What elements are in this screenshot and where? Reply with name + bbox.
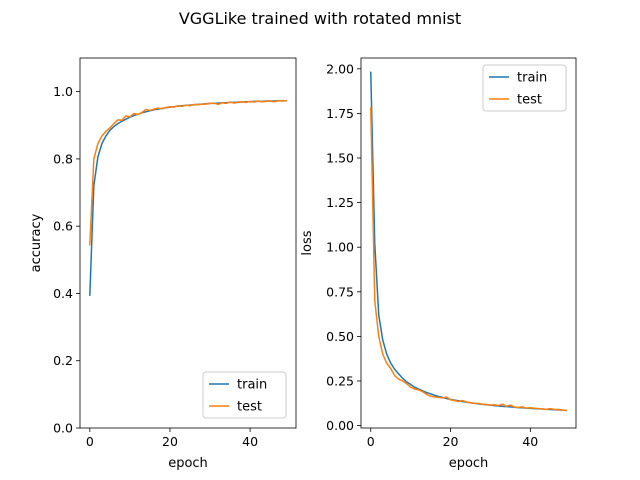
accuracy-axes-frame	[79, 57, 297, 429]
accuracy-ytick-label: 0.0	[53, 421, 73, 436]
accuracy-xaxis-label: epoch	[168, 456, 208, 471]
loss-ytick-label: 2.00	[326, 61, 354, 76]
loss-legend-label-train: train	[517, 71, 547, 86]
loss-xtick-label: 40	[522, 434, 538, 449]
loss-test-line	[370, 107, 568, 412]
accuracy-series-group	[89, 99, 287, 296]
accuracy-ytick-label: 1.0	[53, 84, 73, 99]
accuracy-xtick-label: 40	[242, 434, 258, 449]
figure-title: VGGLike trained with rotated mnist	[179, 9, 461, 28]
loss-yaxis-label: loss	[300, 230, 315, 255]
accuracy-legend-label-test: test	[237, 400, 262, 415]
loss-axes-frame	[360, 57, 577, 429]
accuracy-ytick-label: 0.8	[53, 151, 73, 166]
loss-ytick-label: 1.00	[326, 240, 354, 255]
loss-ytick-label: 1.75	[326, 106, 354, 121]
loss-ytick-label: 0.50	[326, 329, 354, 344]
loss-xaxis-label: epoch	[449, 456, 489, 471]
accuracy-legend-label-train: train	[237, 378, 267, 393]
accuracy-ytick-label: 0.6	[53, 219, 73, 234]
accuracy-subplot: 0 20 40 0.0 0.2 0.4 0.6 0.8 1.0 epoch accuracy trai…	[29, 57, 297, 471]
accuracy-ytick-label: 0.2	[53, 353, 73, 368]
loss-legend-label-test: test	[517, 93, 542, 108]
loss-ytick-label: 0.25	[326, 373, 354, 388]
accuracy-legend: train test	[202, 371, 287, 419]
loss-xtick-label: 20	[443, 434, 459, 449]
loss-ytick-label: 1.50	[326, 150, 354, 165]
loss-legend: train test	[482, 64, 567, 112]
accuracy-test-line	[89, 99, 287, 246]
accuracy-xtick-label: 0	[86, 434, 94, 449]
accuracy-xtick-label: 20	[162, 434, 178, 449]
loss-ytick-label: 0.00	[326, 418, 354, 433]
loss-xtick-label: 0	[367, 434, 375, 449]
loss-ytick-label: 0.75	[326, 284, 354, 299]
accuracy-ytick-label: 0.4	[53, 286, 73, 301]
loss-ytick-label: 1.25	[326, 195, 354, 210]
loss-series-group	[370, 71, 568, 412]
loss-subplot: 0 20 40 0.00 0.25 0.50 0.75 1.00 1.25 1.50 1.75 2.0…	[300, 57, 577, 471]
accuracy-yaxis-label: accuracy	[29, 213, 44, 272]
